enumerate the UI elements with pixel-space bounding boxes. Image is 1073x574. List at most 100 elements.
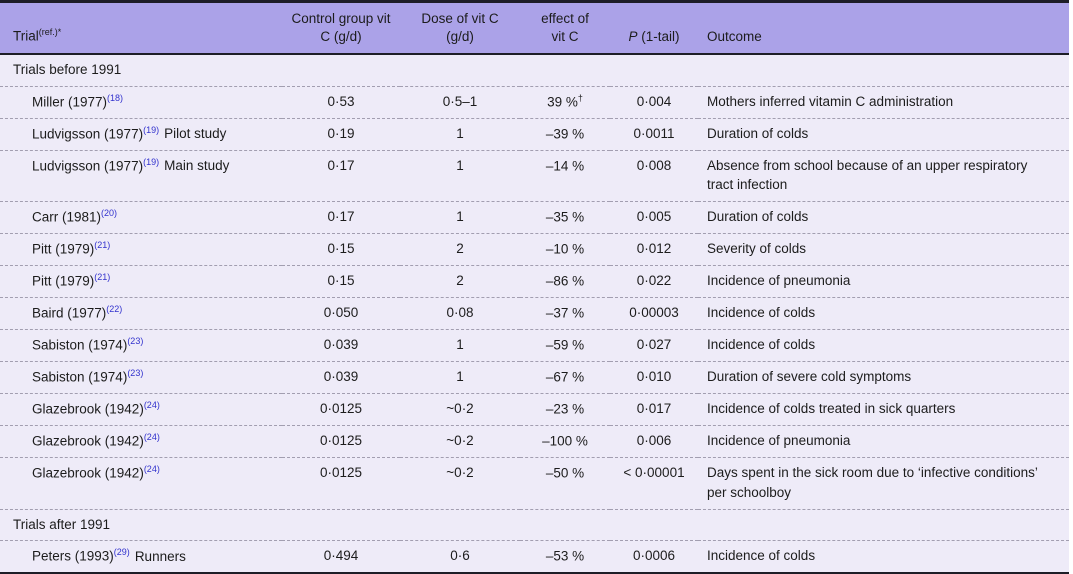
outcome-text: Duration of colds [698, 201, 1069, 234]
trial-row: Carr (1981)(20) 0·17 1 –35 % 0·005 Duration o… [0, 201, 1069, 234]
reference-citation-link[interactable]: (23) [127, 368, 144, 379]
trial-name: Miller (1977) [32, 94, 108, 110]
section-title: Trials before 1991 [0, 54, 1069, 87]
trial-name: Glazebrook (1942) [32, 465, 144, 481]
trial-name: Ludvigsson (1977) [32, 126, 144, 142]
section-header-row: Trials after 1991 [0, 509, 1069, 542]
trial-row: Glazebrook (1942)(24) 0·0125 ~0·2 –23 % 0·01… [0, 393, 1069, 427]
reference-citation-link[interactable]: (21) [94, 272, 111, 283]
control-vitc-value: 0·15 [282, 233, 400, 267]
trial-name-cell: Carr (1981)(20) [0, 201, 282, 234]
effect-cell: –23 % [520, 393, 610, 427]
p-tail-label: (1-tail) [637, 28, 680, 44]
trial-name: Peters (1993) [32, 548, 114, 564]
effect-cell: –67 % [520, 361, 610, 395]
effect-cell: –14 % [520, 150, 610, 202]
trial-row: Glazebrook (1942)(24) 0·0125 ~0·2 –100 % 0·0… [0, 425, 1069, 459]
p-value: 0·0011 [610, 118, 698, 151]
control-vitc-value: 0·19 [282, 118, 400, 151]
control-vitc-value: 0·0125 [282, 425, 400, 459]
control-vitc-value: 0·050 [282, 297, 400, 331]
p-value: 0·004 [610, 86, 698, 119]
p-value: 0·008 [610, 150, 698, 202]
dose-vitc-value: 1 [400, 361, 520, 395]
trial-row: Peters (1993)(29) Runners 0·494 0·6 –53 % 0·0… [0, 541, 1069, 574]
effect-cell: –100 % [520, 425, 610, 459]
p-symbol: P [628, 28, 638, 44]
col-header-trial: Trial(ref.)* [0, 1, 282, 56]
reference-citation-link[interactable]: (19) [143, 124, 160, 135]
reference-citation-link[interactable]: (24) [143, 464, 160, 475]
table-body: Trials before 1991 Miller (1977)(18) 0·53 0… [0, 54, 1069, 573]
dose-vitc-value: ~0·2 [400, 457, 520, 510]
reference-citation-link[interactable]: (18) [107, 92, 124, 103]
effect-cell: –86 % [520, 265, 610, 299]
dagger-footnote-mark: † [577, 92, 583, 103]
dose-vitc-value: 1 [400, 201, 520, 234]
trial-name-cell: Sabiston (1974)(23) [0, 329, 282, 363]
col-header-dose: Dose of vit C (g/d) [400, 1, 520, 56]
control-vitc-value: 0·494 [323, 548, 359, 564]
reference-citation-link[interactable]: (21) [94, 239, 111, 250]
effect-cell: 39 %† [520, 86, 610, 119]
trial-name: Sabiston (1974) [32, 369, 128, 385]
effect-value: –37 % [545, 305, 585, 321]
reference-citation-link[interactable]: (22) [106, 304, 123, 315]
p-value: 0·027 [610, 329, 698, 363]
effect-value: –53 % [545, 548, 585, 564]
effect-value: –39 % [545, 126, 585, 142]
trial-name: Baird (1977) [32, 305, 107, 321]
dose-vitc-value: 0·08 [400, 297, 520, 331]
col-header-outcome: Outcome [698, 1, 1069, 56]
reference-citation-link[interactable]: (23) [127, 336, 144, 347]
trial-suffix: Main study [164, 158, 230, 174]
control-vitc-value: 0·17 [282, 201, 400, 234]
trial-name-cell: Pitt (1979)(21) [0, 233, 282, 267]
effect-value: –35 % [545, 209, 585, 225]
col-header-control-group: Control group vit C (g/d) [282, 1, 400, 56]
dose-vitc-value: 2 [400, 265, 520, 299]
trial-name-cell: Miller (1977)(18) [0, 86, 282, 119]
trial-suffix: Pilot study [164, 126, 227, 142]
outcome-text: Incidence of colds [698, 329, 1069, 363]
col-header-trial-label: Trial [13, 28, 39, 44]
outcome-text: Incidence of pneumonia [698, 425, 1069, 459]
trial-name-cell: Glazebrook (1942)(24) [0, 425, 282, 459]
control-vitc-value: 0·0125 [282, 457, 400, 510]
trial-row: Sabiston (1974)(23) 0·039 1 –67 % 0·010 Durat… [0, 361, 1069, 395]
outcome-text: Days spent in the sick room due to ‘infe… [698, 457, 1069, 510]
effect-value: –50 % [545, 465, 585, 481]
p-value: 0·00003 [610, 297, 698, 331]
trial-name-cell: Glazebrook (1942)(24) [0, 457, 282, 510]
effect-value: –23 % [545, 401, 585, 417]
effect-value: –67 % [545, 369, 585, 385]
trial-name: Glazebrook (1942) [32, 401, 144, 417]
effect-cell: –35 % [520, 201, 610, 234]
trial-name: Ludvigsson (1977) [32, 158, 144, 174]
p-value: < 0·00001 [610, 457, 698, 510]
control-vitc-value: 0·0125 [282, 393, 400, 427]
p-value: 0·012 [610, 233, 698, 267]
trial-row: Baird (1977)(22) 0·050 0·08 –37 % 0·00003 Inc… [0, 297, 1069, 331]
p-value: 0·022 [610, 265, 698, 299]
outcome-text: Mothers inferred vitamin C administratio… [698, 86, 1069, 119]
effect-value: –14 % [545, 158, 585, 174]
section-title: Trials after 1991 [0, 509, 1069, 542]
reference-citation-link[interactable]: (19) [143, 156, 160, 167]
reference-citation-link[interactable]: (20) [101, 207, 118, 218]
reference-citation-link[interactable]: (24) [143, 400, 160, 411]
trial-name: Carr (1981) [32, 209, 102, 225]
col-header-trial-ref-sup: (ref.)* [38, 27, 62, 38]
outcome-text: Incidence of colds treated in sick quart… [698, 393, 1069, 427]
reference-citation-link[interactable]: (24) [143, 432, 160, 443]
trial-name-cell: Baird (1977)(22) [0, 297, 282, 331]
effect-value: –10 % [545, 241, 585, 257]
trial-name-cell: Glazebrook (1942)(24) [0, 393, 282, 427]
col-header-p-value: P (1-tail) [610, 1, 698, 56]
effect-cell: –59 % [520, 329, 610, 363]
effect-value: –86 % [545, 273, 585, 289]
effect-cell: –39 % [520, 118, 610, 151]
dose-vitc-value: 0·6 [450, 548, 470, 564]
trial-row: Pitt (1979)(21) 0·15 2 –86 % 0·022 Incidence … [0, 265, 1069, 299]
